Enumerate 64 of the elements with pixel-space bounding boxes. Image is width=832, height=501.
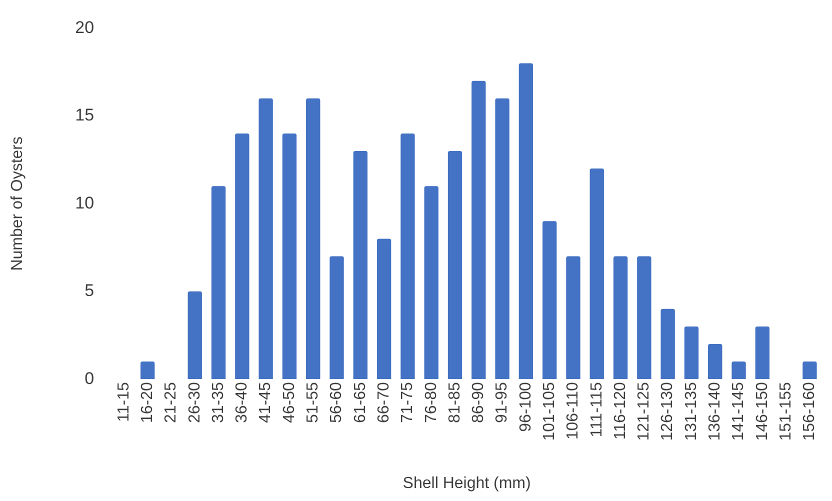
x-tick-label: 71-75 [399,382,416,424]
x-tick-label: 16-20 [138,382,156,424]
bar [660,308,675,380]
bar [330,256,344,380]
bar [542,221,557,380]
x-tick-label: 66-70 [375,382,392,424]
bar [282,133,297,380]
x-tick-label: 156-160 [801,382,818,441]
x-tick-label: 141-145 [730,382,748,441]
x-tick-label: 106-110 [564,382,582,440]
bar [188,291,202,380]
x-tick-label: 91-95 [494,382,511,424]
x-tick-label: 56-60 [328,382,346,424]
x-tick-label: 36-40 [234,382,251,424]
y-tick-label: 20 [75,18,94,37]
bar [353,151,368,380]
x-tick-label: 121-125 [636,382,653,441]
bar [140,362,155,380]
x-tick-label: 76-80 [422,382,440,424]
y-tick-label: 0 [84,368,94,388]
x-axis-title: Shell Height (mm) [402,474,531,492]
x-tick-label: 61-65 [352,382,369,424]
x-tick-label: 41-45 [257,382,274,424]
bar [376,238,392,380]
x-tick-label: 111-115 [588,382,606,438]
bar [590,168,604,380]
bar [637,256,652,380]
x-tick-label: 31-35 [210,382,227,424]
x-tick-label: 96-100 [517,382,534,432]
bar [472,80,486,380]
x-tick-label: 46-50 [280,382,298,424]
bar [424,186,438,380]
bar [495,98,510,380]
y-axis-title: Number of Oysters [9,136,26,271]
bar [235,133,250,380]
x-tick-label: 51-55 [304,382,322,424]
bar [306,98,320,380]
x-tick-label: 21-25 [162,382,180,424]
x-tick-label: 136-140 [706,382,724,441]
bar [566,256,580,380]
bar [613,256,628,380]
bar [802,362,817,380]
bar [400,133,415,380]
x-tick-label: 81-85 [446,382,464,424]
bar [684,326,699,380]
bar [732,362,746,380]
x-tick-label: 126-130 [659,382,676,441]
y-tick-label: 5 [84,281,94,300]
x-tick-label: 86-90 [470,382,488,424]
x-tick-label: 146-150 [754,382,771,441]
bar [755,326,770,380]
bar [258,98,273,380]
y-tick-label: 10 [75,193,94,212]
x-tick-label: 116-120 [612,382,629,440]
bar [211,186,226,380]
bar [518,63,534,380]
x-tick-label: 11-15 [115,382,132,422]
x-tick-label: 26-30 [186,382,204,424]
bar [708,344,722,380]
bar [448,151,462,380]
y-tick-label: 15 [75,106,94,125]
x-tick-label: 151-155 [777,382,794,441]
x-tick-label: 101-105 [540,382,558,441]
x-tick-label: 131-135 [682,382,700,441]
